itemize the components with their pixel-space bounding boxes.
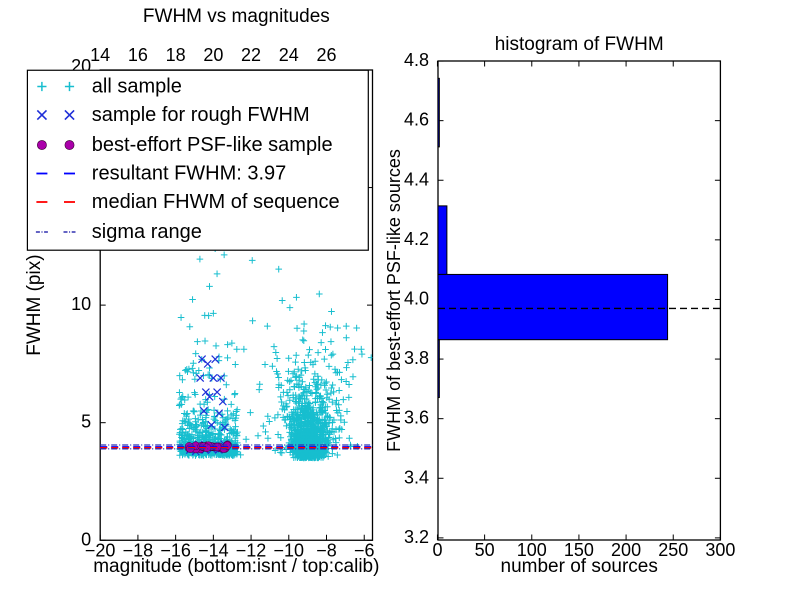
svg-text:histogram of FWHM: histogram of FWHM: [495, 34, 664, 55]
svg-text:14: 14: [90, 45, 110, 65]
svg-text:22: 22: [241, 45, 261, 65]
svg-text:best-effort PSF-like sample: best-effort PSF-like sample: [92, 134, 333, 156]
svg-text:10: 10: [71, 294, 91, 314]
svg-text:FWHM (pix): FWHM (pix): [24, 254, 45, 355]
svg-text:4.8: 4.8: [404, 50, 429, 70]
svg-text:0: 0: [81, 529, 91, 549]
svg-text:4.2: 4.2: [404, 229, 429, 249]
svg-text:sample for rough FWHM: sample for rough FWHM: [92, 104, 310, 126]
svg-text:3.6: 3.6: [404, 408, 429, 428]
svg-text:250: 250: [658, 540, 688, 560]
svg-text:FWHM of best-effort PSF-like s: FWHM of best-effort PSF-like sources: [384, 149, 404, 452]
svg-text:3.4: 3.4: [404, 467, 429, 487]
svg-text:sigma range: sigma range: [92, 221, 202, 243]
svg-text:0: 0: [432, 540, 442, 560]
svg-text:26: 26: [316, 45, 336, 65]
svg-text:16: 16: [128, 45, 148, 65]
svg-text:3.2: 3.2: [404, 527, 429, 547]
svg-text:magnitude (bottom:isnt / top:c: magnitude (bottom:isnt / top:calib): [93, 556, 379, 577]
svg-text:resultant FWHM: 3.97: resultant FWHM: 3.97: [92, 163, 287, 185]
svg-text:FWHM vs magnitudes: FWHM vs magnitudes: [143, 6, 330, 27]
svg-text:4.4: 4.4: [404, 169, 429, 189]
svg-text:20: 20: [203, 45, 223, 65]
svg-text:3.8: 3.8: [404, 348, 429, 368]
svg-text:50: 50: [475, 540, 495, 560]
svg-text:median FHWM of sequence: median FHWM of sequence: [92, 191, 340, 213]
svg-text:5: 5: [81, 412, 91, 432]
svg-text:18: 18: [166, 45, 186, 65]
svg-text:300: 300: [705, 540, 735, 560]
svg-text:4.6: 4.6: [404, 110, 429, 130]
svg-text:24: 24: [279, 45, 299, 65]
svg-text:4.0: 4.0: [404, 288, 429, 308]
svg-text:all sample: all sample: [92, 76, 182, 98]
svg-text:number of sources: number of sources: [501, 556, 658, 577]
